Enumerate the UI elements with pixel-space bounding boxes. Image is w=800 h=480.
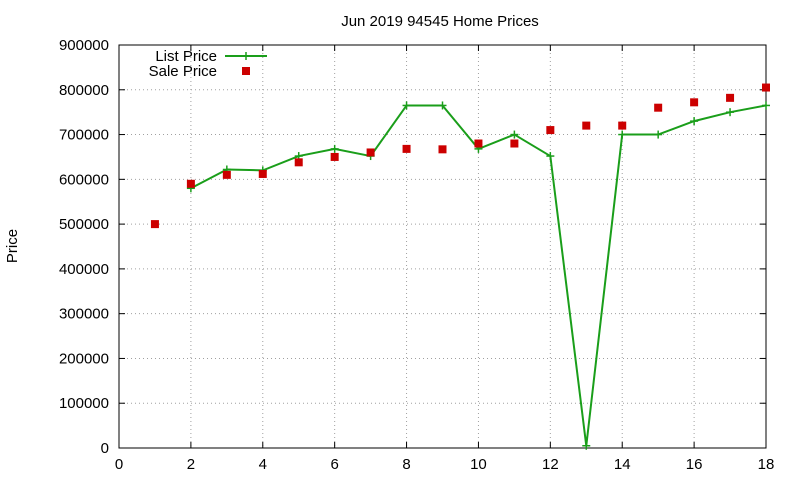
sale-price-point [618, 121, 627, 130]
list-price-point [402, 101, 411, 110]
sale-price-point [366, 148, 375, 157]
list-price-point [510, 130, 519, 139]
x-tick-label: 18 [758, 456, 775, 473]
plot-border [118, 44, 767, 449]
list-price-point [762, 101, 770, 110]
sale-price-point [222, 170, 231, 179]
sale-price-point [546, 126, 555, 135]
list-price-point [546, 152, 555, 161]
y-tick-label: 300000 [59, 306, 109, 323]
list-price-point [690, 117, 699, 126]
sale-price-point [474, 139, 483, 148]
chart-title: Jun 2019 94545 Home Prices [341, 13, 539, 30]
sale-price-point [654, 103, 663, 112]
y-tick-label: 0 [101, 440, 109, 457]
list-price-point [726, 108, 735, 117]
sale-price-point [150, 220, 159, 229]
sale-price-point [438, 145, 447, 154]
sale-price-point [726, 93, 735, 102]
sale-price-point [582, 121, 591, 130]
y-tick-label: 800000 [59, 82, 109, 99]
legend-marker-sale-price [242, 67, 250, 75]
x-tick-label: 6 [330, 456, 338, 473]
x-tick-label: 12 [542, 456, 559, 473]
sale-price-series [150, 83, 770, 229]
x-tick-labels: 0 2 4 6 8 10 12 14 16 18 [115, 456, 775, 473]
sale-price-point [258, 169, 267, 178]
sale-price-point [402, 144, 411, 153]
list-price-point [438, 101, 447, 110]
y-tick-label: 100000 [59, 395, 109, 412]
y-tick-label: 200000 [59, 350, 109, 367]
sale-price-point [186, 179, 195, 188]
sale-price-point [294, 158, 303, 167]
y-tick-label: 900000 [59, 37, 109, 54]
x-tick-label: 0 [115, 456, 123, 473]
list-price-point [618, 130, 627, 139]
x-tick-label: 2 [187, 456, 195, 473]
legend-item-sale-price: Sale Price [149, 63, 250, 80]
y-tick-label: 700000 [59, 127, 109, 144]
y-tick-label: 400000 [59, 261, 109, 278]
y-tick-label: 600000 [59, 171, 109, 188]
legend-label-list-price: List Price [155, 48, 217, 65]
legend-item-list-price: List Price [155, 48, 267, 65]
axes [118, 44, 767, 449]
list-price-line [190, 104, 767, 446]
x-tick-label: 10 [470, 456, 487, 473]
y-axis-label: Price [4, 229, 21, 263]
sale-price-point [330, 152, 339, 161]
legend-marker-list-price [242, 52, 250, 60]
sale-price-point [690, 98, 699, 107]
x-tick-label: 8 [402, 456, 410, 473]
y-tick-labels: 0 100000 200000 300000 400000 500000 600000 700… [59, 37, 109, 457]
list-price-point [582, 441, 591, 450]
sale-price-point [510, 139, 519, 148]
list-price-point [654, 130, 663, 139]
legend-label-sale-price: Sale Price [149, 63, 217, 80]
y-tick-label: 500000 [59, 216, 109, 233]
list-price-point [330, 144, 339, 153]
sale-price-point [762, 83, 770, 92]
x-tick-label: 14 [614, 456, 631, 473]
plot-area [150, 83, 770, 450]
x-tick-label: 16 [686, 456, 703, 473]
x-tick-label: 4 [259, 456, 267, 473]
